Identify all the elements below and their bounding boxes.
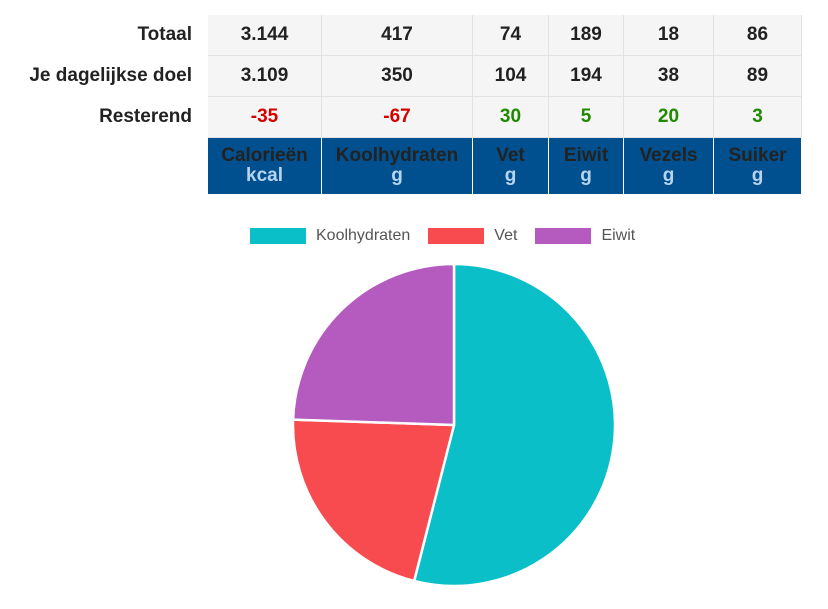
header-protein-name: Eiwit bbox=[563, 145, 609, 166]
header-fat-name: Vet bbox=[496, 145, 525, 166]
legend-label-fat: Vet bbox=[494, 227, 518, 244]
header-sugar: Suiker g bbox=[713, 137, 802, 194]
legend-item-protein[interactable]: Eiwit bbox=[535, 227, 635, 245]
header-fiber: Vezels g bbox=[623, 137, 714, 194]
remaining-carbs: -67 bbox=[321, 96, 473, 138]
header-fiber-unit: g bbox=[662, 165, 675, 186]
remaining-calories: -35 bbox=[208, 96, 322, 138]
header-calories-name: Calorieën bbox=[221, 145, 308, 166]
header-calories: Calorieën kcal bbox=[208, 137, 322, 194]
total-carbs: 417 bbox=[321, 15, 473, 56]
remaining-fiber: 20 bbox=[623, 96, 714, 138]
row-label-total: Totaal bbox=[0, 15, 208, 56]
legend-label-carbs: Koolhydraten bbox=[316, 227, 411, 244]
legend-item-fat[interactable]: Vet bbox=[428, 227, 517, 245]
pie-slice-protein[interactable] bbox=[291, 262, 456, 427]
goal-carbs: 350 bbox=[321, 55, 473, 97]
remaining-protein: 5 bbox=[548, 96, 624, 138]
total-fat: 74 bbox=[472, 15, 549, 56]
row-label-remaining: Resterend bbox=[0, 96, 208, 138]
row-header: Calorieën kcal Koolhydraten g Vet g Eiwit g … bbox=[0, 137, 802, 194]
pie-slice-carbs[interactable] bbox=[412, 262, 617, 588]
chart-legend: Koolhydraten Vet Eiwit bbox=[250, 227, 653, 245]
row-total: Totaal 3.144 417 74 189 18 86 bbox=[0, 15, 802, 56]
goal-calories: 3.109 bbox=[208, 55, 322, 97]
total-protein: 189 bbox=[548, 15, 624, 56]
total-calories: 3.144 bbox=[208, 15, 322, 56]
header-fat: Vet g bbox=[472, 137, 549, 194]
remaining-sugar: 3 bbox=[713, 96, 802, 138]
row-goal: Je dagelijkse doel 3.109 350 104 194 38 … bbox=[0, 55, 802, 97]
row-label-goal: Je dagelijkse doel bbox=[0, 55, 208, 97]
header-calories-unit: kcal bbox=[246, 165, 283, 186]
legend-swatch-protein bbox=[535, 228, 592, 244]
header-carbs: Koolhydraten g bbox=[321, 137, 473, 194]
legend-item-carbs[interactable]: Koolhydraten bbox=[250, 227, 410, 245]
pie-slice-fat[interactable] bbox=[291, 418, 456, 583]
header-blank bbox=[0, 137, 208, 194]
total-fiber: 18 bbox=[623, 15, 714, 56]
total-sugar: 86 bbox=[713, 15, 802, 56]
header-protein: Eiwit g bbox=[548, 137, 624, 194]
header-sugar-unit: g bbox=[751, 165, 764, 186]
goal-protein: 194 bbox=[548, 55, 624, 97]
goal-sugar: 89 bbox=[713, 55, 802, 97]
goal-fiber: 38 bbox=[623, 55, 714, 97]
header-carbs-unit: g bbox=[391, 165, 403, 186]
header-sugar-name: Suiker bbox=[728, 145, 787, 166]
legend-swatch-carbs bbox=[250, 228, 306, 244]
goal-fat: 104 bbox=[472, 55, 549, 97]
row-remaining: Resterend -35 -67 30 5 20 3 bbox=[0, 96, 802, 138]
nutrition-summary-table: Totaal 3.144 417 74 189 18 86 Je dagelij… bbox=[0, 15, 802, 194]
remaining-fat: 30 bbox=[472, 96, 549, 138]
header-fat-unit: g bbox=[504, 165, 517, 186]
header-carbs-name: Koolhydraten bbox=[335, 145, 459, 166]
legend-swatch-fat bbox=[428, 228, 485, 244]
header-protein-unit: g bbox=[580, 165, 592, 186]
legend-label-protein: Eiwit bbox=[601, 227, 636, 244]
header-fiber-name: Vezels bbox=[639, 145, 698, 166]
